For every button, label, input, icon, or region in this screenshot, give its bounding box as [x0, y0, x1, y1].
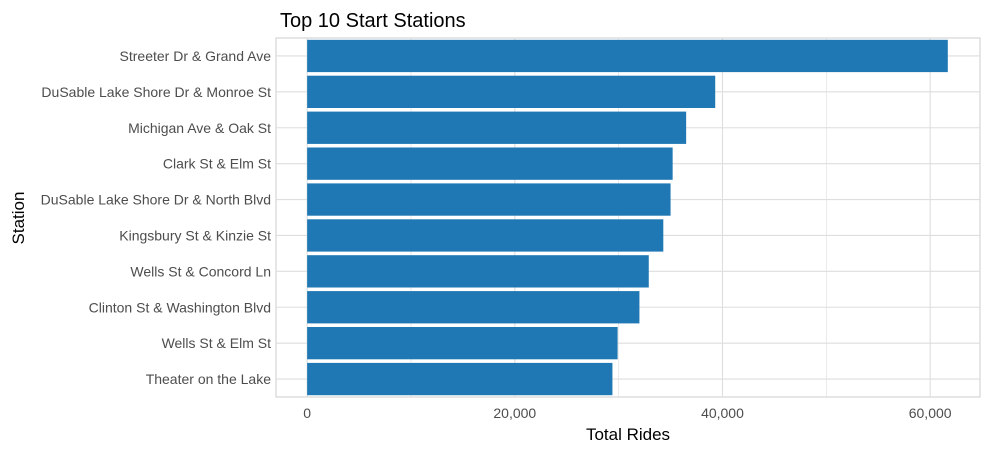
x-tick-label: 60,000 [909, 405, 952, 421]
x-axis-title: Total Rides [586, 425, 670, 444]
y-tick-label: Wells St & Concord Ln [130, 263, 271, 279]
bar-4 [307, 147, 673, 180]
y-tick-label: DuSable Lake Shore Dr & Monroe St [41, 84, 271, 100]
bar-7 [307, 255, 649, 288]
x-tick-label: 0 [303, 405, 311, 421]
bar-9 [307, 326, 618, 360]
plot-panel [275, 37, 981, 398]
bar-8 [307, 291, 640, 324]
bar-10 [307, 362, 613, 396]
x-axis-labels: 0 20,000 40,000 60,000 [303, 405, 952, 421]
bar-2 [307, 75, 716, 109]
bar-3 [307, 111, 687, 144]
bar-1 [307, 39, 948, 73]
y-tick-label: Michigan Ave & Oak St [128, 120, 271, 136]
bar-6 [307, 219, 664, 252]
y-tick-label: Streeter Dr & Grand Ave [120, 48, 272, 64]
y-tick-label: Clark St & Elm St [163, 156, 271, 172]
y-tick-label: Theater on the Lake [146, 371, 272, 387]
y-axis-title: Station [9, 192, 28, 245]
y-axis-labels: Streeter Dr & Grand Ave DuSable Lake Shor… [41, 48, 272, 387]
x-tick-label: 40,000 [701, 405, 744, 421]
y-tick-label: Kingsbury St & Kinzie St [119, 227, 271, 243]
x-tick-label: 20,000 [493, 405, 536, 421]
y-tick-label: Clinton St & Washington Blvd [89, 299, 271, 315]
plot-area [275, 37, 981, 398]
y-tick-label: Wells St & Elm St [162, 335, 272, 351]
bar-5 [307, 183, 671, 216]
bars [307, 39, 948, 396]
y-tick-label: DuSable Lake Shore Dr & North Blvd [41, 192, 271, 208]
chart-title: Top 10 Start Stations [280, 10, 466, 32]
